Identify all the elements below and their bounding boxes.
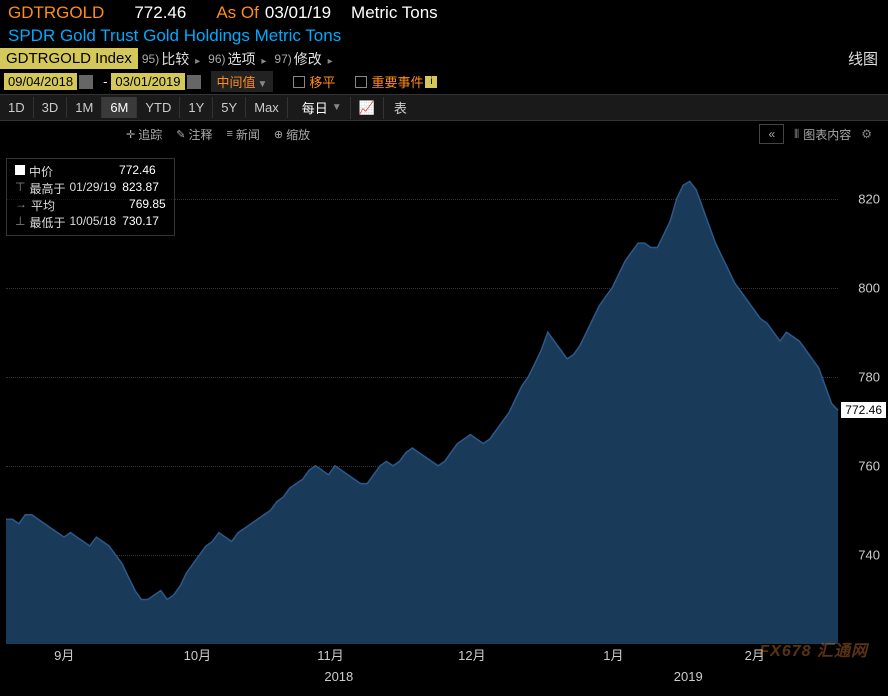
calendar-icon[interactable] (187, 75, 201, 89)
news-button[interactable]: ≡新闻 (226, 126, 259, 143)
track-button[interactable]: ✛追踪 (126, 126, 162, 143)
unit-label: Metric Tons (351, 3, 438, 23)
date-from-input[interactable]: 09/04/2018 (4, 73, 77, 90)
date-to-input[interactable]: 03/01/2019 (111, 73, 184, 90)
chart-type-label[interactable]: 线图 (848, 48, 878, 69)
watermark: FX678 汇通网 (759, 637, 868, 661)
price-type-dropdown[interactable]: 中间值▼ (211, 71, 274, 92)
chart-style-icon[interactable]: 📈 (350, 97, 384, 119)
last-price: 772.46 (134, 3, 186, 23)
price-info-box: 中价772.46 ⊤最高于01/29/19823.87 →平均769.85 ⊥最… (6, 158, 175, 236)
key-events-checkbox[interactable]: 重要事件i (355, 72, 437, 91)
asof-label: As Of (216, 3, 259, 23)
date-separator: - (103, 74, 107, 89)
range-1y[interactable]: 1Y (180, 97, 213, 118)
range-ytd[interactable]: YTD (137, 97, 180, 118)
range-1m[interactable]: 1M (67, 97, 102, 118)
collapse-button[interactable]: « (759, 124, 784, 144)
range-3d[interactable]: 3D (34, 97, 68, 118)
range-5y[interactable]: 5Y (213, 97, 246, 118)
index-name-box[interactable]: GDTRGOLD Index (0, 48, 138, 69)
last-price-flag: 772.46 (841, 402, 886, 418)
moving-average-checkbox[interactable]: 移平 (293, 72, 335, 91)
ticker-symbol: GDTRGOLD (8, 3, 104, 23)
toolbar-action[interactable]: 95)比较 ▸ (142, 49, 200, 69)
range-6m[interactable]: 6M (102, 97, 137, 118)
gear-icon[interactable]: ⚙ (861, 127, 872, 141)
zoom-button[interactable]: ⊕缩放 (274, 126, 310, 143)
calendar-icon[interactable] (79, 75, 93, 89)
asof-date: 03/01/19 (265, 3, 331, 23)
table-button[interactable]: 表 (384, 95, 417, 120)
info-icon: i (425, 76, 437, 88)
range-1d[interactable]: 1D (0, 97, 34, 118)
chart-content-button[interactable]: ⫴图表内容 (794, 126, 851, 143)
toolbar-action[interactable]: 96)选项 ▸ (208, 49, 266, 69)
annotate-button[interactable]: ✎注释 (176, 126, 212, 143)
toolbar-action[interactable]: 97)修改 ▸ (274, 49, 332, 69)
range-max[interactable]: Max (246, 97, 288, 118)
security-description: SPDR Gold Trust Gold Holdings Metric Ton… (0, 26, 888, 46)
frequency-dropdown[interactable]: 每日▼ (294, 95, 350, 120)
